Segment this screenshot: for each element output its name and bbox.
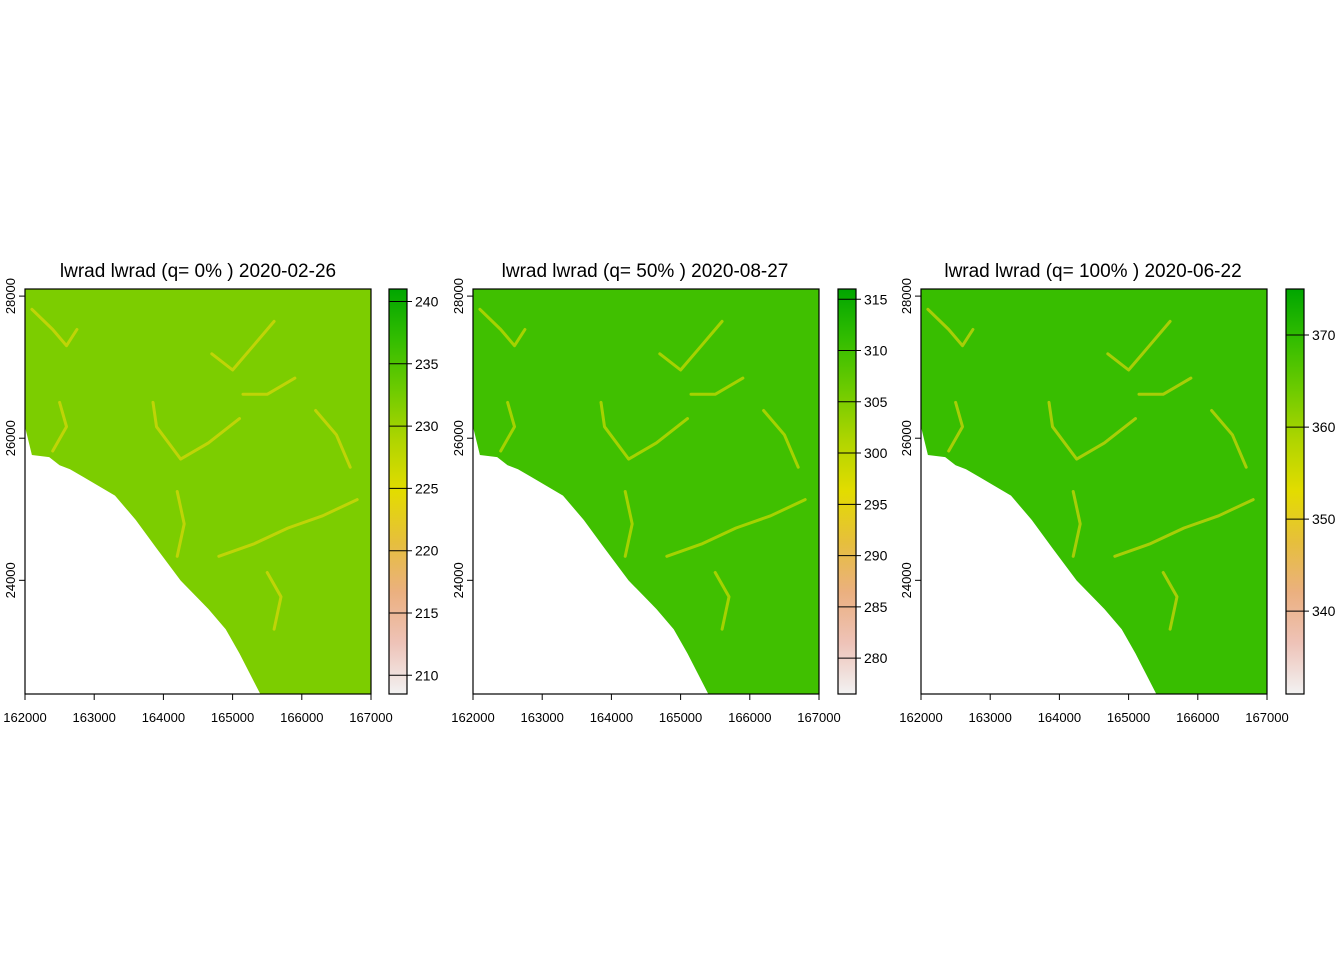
raster-channel <box>314 409 352 469</box>
colorbar-tick-label: 235 <box>415 356 439 372</box>
panel-1: lwrad lwrad (q= 0% ) 2020-02-26 162000 163… <box>3 261 439 725</box>
colorbar-tick-label: 350 <box>1312 511 1336 527</box>
raster-channel <box>665 498 807 558</box>
raster-channel <box>1047 400 1137 461</box>
plot-frame <box>920 288 1268 695</box>
x-tick-label: 165000 <box>211 710 254 725</box>
x-tick-label: 164000 <box>1038 710 1081 725</box>
raster-land <box>921 289 1267 694</box>
panel-3: lwrad lwrad (q= 100% ) 2020-06-22 162000 1… <box>899 261 1336 725</box>
x-tick-label: 167000 <box>1245 710 1288 725</box>
raster-channel <box>210 319 276 372</box>
colorbar-tick-label: 225 <box>415 480 439 496</box>
raster-channel <box>1071 490 1082 558</box>
colorbar-tick-label: 310 <box>864 343 888 359</box>
raster-channel <box>217 498 359 558</box>
raster-land <box>473 289 819 694</box>
colorbar-frame <box>837 288 857 695</box>
y-tick-label: 26000 <box>899 420 914 456</box>
plot-frame <box>24 288 372 695</box>
raster-channel <box>175 490 186 558</box>
x-tick-label: 166000 <box>1176 710 1219 725</box>
raster-channel <box>1106 319 1172 372</box>
colorbar-tick-label: 340 <box>1312 603 1336 619</box>
raster-channel <box>658 319 724 372</box>
colorbar-tick-label: 305 <box>864 394 888 410</box>
x-tick-label: 164000 <box>142 710 185 725</box>
raster-channel <box>1113 498 1255 558</box>
raster-channel <box>265 571 283 631</box>
raster-channel <box>762 409 800 469</box>
x-tick-label: 166000 <box>280 710 323 725</box>
raster-channel <box>926 307 975 348</box>
x-tick-label: 167000 <box>349 710 392 725</box>
colorbar-tick-label: 360 <box>1312 419 1336 435</box>
colorbar-tick-label: 280 <box>864 650 888 666</box>
raster-channel <box>151 400 241 461</box>
raster-channel <box>689 376 745 396</box>
x-tick-label: 163000 <box>969 710 1012 725</box>
colorbar-tick-label: 285 <box>864 599 888 615</box>
x-tick-label: 164000 <box>590 710 633 725</box>
x-tick-label: 162000 <box>899 710 942 725</box>
colorbar-gradient <box>389 289 407 694</box>
y-tick-label: 28000 <box>3 278 18 314</box>
raster-channel <box>1161 571 1179 631</box>
colorbar-tick-label: 295 <box>864 496 888 512</box>
x-tick-label: 162000 <box>451 710 494 725</box>
raster-channel <box>599 400 689 461</box>
colorbar-tick-label: 300 <box>864 445 888 461</box>
y-tick-label: 26000 <box>451 420 466 456</box>
x-tick-label: 162000 <box>3 710 46 725</box>
plot-frame <box>472 288 820 695</box>
colorbar-tick-label: 230 <box>415 418 439 434</box>
raster-land <box>25 289 371 694</box>
panel-title: lwrad lwrad (q= 100% ) 2020-06-22 <box>944 261 1241 282</box>
colorbar-tick-label: 315 <box>864 291 888 307</box>
raster-channel <box>499 400 516 453</box>
colorbar-tick-label: 370 <box>1312 327 1336 343</box>
raster-channel <box>1210 409 1248 469</box>
x-tick-label: 163000 <box>73 710 116 725</box>
colorbar-tick-label: 210 <box>415 667 439 683</box>
raster-channel <box>623 490 634 558</box>
colorbar-gradient <box>838 289 856 694</box>
y-tick-label: 24000 <box>3 562 18 598</box>
y-tick-label: 28000 <box>899 278 914 314</box>
raster-channel <box>1137 376 1193 396</box>
y-tick-label: 24000 <box>899 562 914 598</box>
colorbar-tick-label: 220 <box>415 543 439 559</box>
y-tick-label: 24000 <box>451 562 466 598</box>
panel-2: lwrad lwrad (q= 50% ) 2020-08-27 162000 16… <box>451 261 888 725</box>
x-tick-label: 165000 <box>1107 710 1150 725</box>
raster-channel <box>241 376 297 396</box>
x-tick-label: 167000 <box>797 710 840 725</box>
raster-channel <box>713 571 731 631</box>
raster-channel <box>478 307 527 348</box>
colorbar-frame <box>388 288 408 695</box>
colorbar-tick-label: 240 <box>415 293 439 309</box>
panel-title: lwrad lwrad (q= 0% ) 2020-02-26 <box>60 261 336 282</box>
colorbar-tick-label: 290 <box>864 548 888 564</box>
y-tick-label: 28000 <box>451 278 466 314</box>
x-tick-label: 163000 <box>521 710 564 725</box>
x-tick-label: 165000 <box>659 710 702 725</box>
colorbar-frame <box>1285 288 1305 695</box>
colorbar-gradient <box>1286 289 1304 694</box>
raster-channel <box>30 307 79 348</box>
y-tick-label: 26000 <box>3 420 18 456</box>
panel-title: lwrad lwrad (q= 50% ) 2020-08-27 <box>502 261 789 282</box>
raster-channel <box>51 400 68 453</box>
x-tick-label: 166000 <box>728 710 771 725</box>
colorbar-tick-label: 215 <box>415 605 439 621</box>
raster-channel <box>947 400 964 453</box>
